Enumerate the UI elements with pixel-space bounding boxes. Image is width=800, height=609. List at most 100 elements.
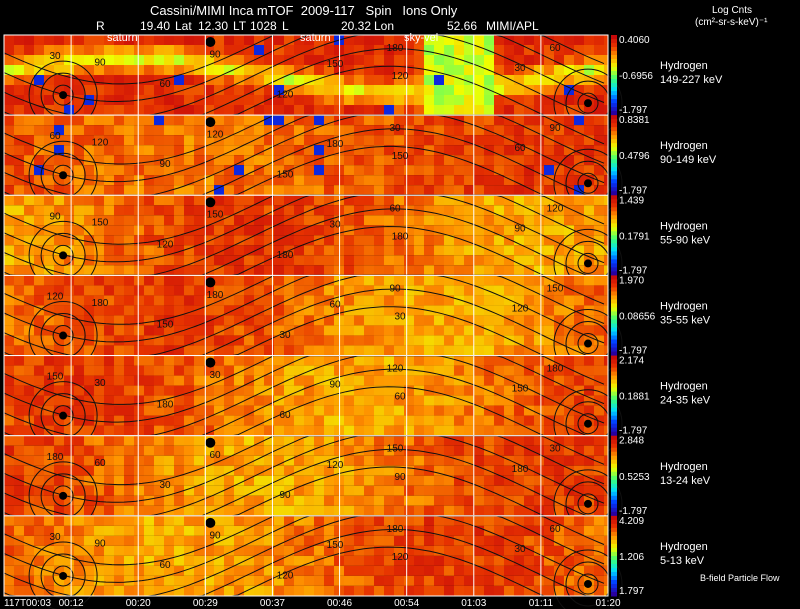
heatmap-cell	[74, 445, 84, 456]
heatmap-cell	[474, 455, 484, 466]
heatmap-cell	[44, 365, 54, 376]
heatmap-cell	[604, 225, 608, 236]
heatmap-cell	[204, 335, 214, 346]
heatmap-cell	[224, 255, 234, 266]
heatmap-cell	[24, 145, 34, 156]
heatmap-cell	[124, 55, 134, 65]
heatmap-cell	[384, 395, 394, 406]
heatmap-cell	[404, 305, 414, 316]
heatmap-cell	[514, 575, 524, 586]
heatmap-cell	[264, 415, 274, 426]
contour-label: 120	[47, 291, 64, 302]
heatmap-cell	[354, 455, 364, 466]
heatmap-cell	[224, 415, 234, 426]
heatmap-cell	[424, 485, 434, 496]
heatmap-cell	[544, 195, 554, 206]
heatmap-cell	[544, 165, 554, 176]
heatmap-cell	[494, 435, 504, 446]
heatmap-cell	[294, 455, 304, 466]
heatmap-cell	[224, 265, 234, 276]
heatmap-cell	[184, 205, 194, 216]
heatmap-cell	[324, 125, 334, 136]
heatmap-cell	[504, 425, 514, 436]
colorbar-min-label: 1.797	[619, 586, 644, 597]
heatmap-cell	[544, 435, 554, 446]
heatmap-cell	[254, 445, 264, 456]
heatmap-cell	[194, 585, 204, 596]
heatmap-cell	[504, 335, 514, 346]
heatmap-cell	[84, 435, 94, 446]
heatmap-cell	[4, 535, 14, 546]
heatmap-cell	[74, 45, 84, 55]
heatmap-cell	[524, 195, 534, 206]
heatmap-cell	[604, 505, 608, 516]
contour-circle	[577, 413, 599, 435]
heatmap-cell	[504, 265, 514, 276]
heatmap-cell	[114, 415, 124, 426]
heatmap-cell	[144, 175, 154, 186]
colorbar-unit-title: Log Cnts	[712, 5, 753, 16]
heatmap-cell	[604, 115, 608, 126]
heatmap-cell	[584, 445, 594, 456]
heatmap-cell	[414, 215, 424, 226]
heatmap-cell	[574, 275, 584, 286]
contour-label: 180	[387, 524, 404, 535]
heatmap-cell	[344, 225, 354, 236]
heatmap-cell	[104, 545, 114, 556]
heatmap-cell	[134, 235, 144, 246]
heatmap-cell	[254, 565, 264, 576]
heatmap-cell	[274, 255, 284, 266]
heatmap-cell	[594, 265, 604, 276]
heatmap-cell	[114, 445, 124, 456]
heatmap-cell	[554, 325, 564, 336]
colorbar-segment	[611, 191, 617, 196]
heatmap-cell	[314, 275, 324, 286]
heatmap-cell	[444, 295, 454, 306]
heatmap-cell	[594, 115, 604, 126]
heatmap-cell	[584, 355, 594, 366]
heatmap-cell	[374, 385, 384, 396]
heatmap-cell	[524, 35, 534, 45]
heatmap-cell	[394, 415, 404, 426]
heatmap-cell	[394, 365, 404, 376]
heatmap-cell	[374, 65, 384, 75]
heatmap-cell	[124, 275, 134, 286]
heatmap-cell	[394, 105, 404, 115]
heatmap-cell	[434, 495, 444, 506]
heatmap-cell	[124, 515, 134, 526]
heatmap-cell	[14, 335, 24, 346]
heatmap-cell	[324, 175, 334, 186]
heatmap-cell	[564, 255, 574, 266]
heatmap-cell	[584, 35, 594, 45]
heatmap-cell	[264, 135, 274, 146]
heatmap-cell	[234, 205, 244, 216]
colorbar-segment	[611, 119, 617, 124]
heatmap-cell	[404, 225, 414, 236]
heatmap-cell	[94, 165, 104, 176]
heatmap-cell	[44, 395, 54, 406]
heatmap-cell	[464, 545, 474, 556]
heatmap-cell	[414, 155, 424, 166]
colorbar-max-label: 0.8381	[619, 115, 650, 126]
heatmap-cell	[184, 475, 194, 486]
heatmap-cell	[474, 515, 484, 526]
heatmap-cell	[234, 345, 244, 356]
heatmap-cell	[274, 405, 284, 416]
heatmap-cell	[184, 295, 194, 306]
heatmap-cell	[444, 355, 454, 366]
colorbar-segment	[611, 215, 617, 220]
heatmap-cell	[214, 535, 224, 546]
heatmap-cell	[334, 465, 344, 476]
colorbar-segment	[611, 139, 617, 144]
heatmap-cell	[344, 385, 354, 396]
heatmap-cell	[224, 335, 234, 346]
heatmap-cell	[494, 565, 504, 576]
heatmap-cell	[444, 95, 454, 105]
colorbar-segment	[611, 339, 617, 345]
colorbar-segment	[611, 523, 617, 529]
contour-circle	[52, 485, 74, 507]
colorbar-segment	[611, 459, 617, 465]
heatmap-cell	[414, 375, 424, 386]
heatmap-cell	[264, 265, 274, 276]
